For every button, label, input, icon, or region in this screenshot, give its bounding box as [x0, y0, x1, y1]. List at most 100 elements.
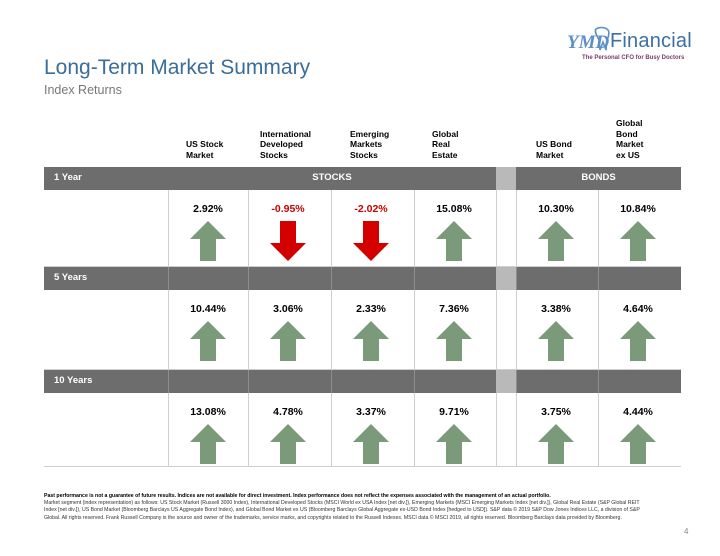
return-cell: 7.36% [414, 303, 494, 375]
stocks-section-label: STOCKS [312, 172, 352, 183]
logo-tagline: The Personal CFO for Busy Doctors [582, 55, 685, 61]
period-bar: 5 Years [44, 267, 681, 290]
disclaimer-footnote: Past performance is not a guarantee of f… [44, 493, 644, 522]
bar-divider [598, 267, 599, 290]
bar-divider [414, 267, 415, 290]
page-title: Long-Term Market Summary [44, 56, 311, 79]
return-cell: 2.92% [168, 203, 248, 275]
logo-mark-text: YMD [567, 32, 610, 53]
return-cell: 4.64% [598, 303, 678, 375]
bar-divider [168, 267, 169, 290]
up-arrow-icon [538, 321, 574, 361]
return-cell: 10.30% [516, 203, 596, 275]
return-cell: 3.37% [331, 406, 411, 478]
return-cell: 10.44% [168, 303, 248, 375]
up-arrow-icon [270, 321, 306, 361]
up-arrow-icon [270, 424, 306, 464]
return-cell: 3.06% [248, 303, 328, 375]
column-divider [516, 190, 517, 466]
column-divider [598, 190, 599, 466]
bar-divider [516, 370, 517, 393]
return-value: 10.30% [538, 203, 574, 215]
section-gap [496, 267, 516, 290]
bar-divider [414, 370, 415, 393]
section-gap [496, 167, 516, 190]
return-value: 9.71% [439, 406, 469, 418]
return-cell: 2.33% [331, 303, 411, 375]
up-arrow-icon [620, 424, 656, 464]
column-header: Global Real Estate [432, 128, 459, 160]
down-arrow-icon [270, 221, 306, 261]
disclaimer-text: Market segment (index representation) as… [44, 500, 640, 521]
bar-divider [248, 267, 249, 290]
up-arrow-icon [353, 321, 389, 361]
column-header: US Bond Market [536, 139, 572, 160]
return-value: 2.33% [356, 303, 386, 315]
bar-divider [331, 267, 332, 290]
return-cell: 15.08% [414, 203, 494, 275]
return-value: 4.78% [273, 406, 303, 418]
down-arrow-icon [353, 221, 389, 261]
column-divider [248, 190, 249, 466]
up-arrow-icon [436, 321, 472, 361]
page-number: 4 [684, 527, 689, 536]
return-value: 10.84% [620, 203, 656, 215]
bar-divider [248, 370, 249, 393]
up-arrow-icon [190, 424, 226, 464]
up-arrow-icon [620, 221, 656, 261]
return-value: 4.44% [623, 406, 653, 418]
return-value: 4.64% [623, 303, 653, 315]
return-value: 3.75% [541, 406, 571, 418]
return-value: 7.36% [439, 303, 469, 315]
bar-divider [168, 370, 169, 393]
up-arrow-icon [436, 424, 472, 464]
column-header: International Developed Stocks [260, 128, 312, 160]
return-value: 3.06% [273, 303, 303, 315]
page-subtitle: Index Returns [44, 83, 122, 97]
column-divider [414, 190, 415, 466]
period-label: 1 Year [54, 172, 82, 183]
return-cell: -2.02% [331, 203, 411, 275]
return-value: -0.95% [271, 203, 305, 215]
logo-text: Financial [610, 30, 692, 52]
row-divider [44, 266, 681, 267]
return-cell: 13.08% [168, 406, 248, 478]
period-bar: 10 Years [44, 370, 681, 393]
column-header: US Stock Market [186, 139, 224, 160]
return-cell: -0.95% [248, 203, 328, 275]
column-header: Emerging Markets Stocks [350, 128, 390, 160]
bar-divider [331, 370, 332, 393]
up-arrow-icon [538, 221, 574, 261]
return-cell: 10.84% [598, 203, 678, 275]
return-value: 13.08% [190, 406, 226, 418]
period-label: 10 Years [54, 375, 93, 386]
up-arrow-icon [538, 424, 574, 464]
row-divider [44, 466, 681, 467]
bonds-section-label: BONDS [581, 172, 616, 183]
return-value: 10.44% [190, 303, 226, 315]
return-value: 3.37% [356, 406, 386, 418]
tooth-logo-icon: YMD [567, 26, 610, 53]
disclaimer-bold: Past performance is not a guarantee of f… [44, 493, 551, 499]
section-gap [496, 370, 516, 393]
bar-divider [516, 267, 517, 290]
return-cell: 4.78% [248, 406, 328, 478]
row-divider [44, 369, 681, 370]
up-arrow-icon [436, 221, 472, 261]
return-value: 2.92% [193, 203, 223, 215]
return-cell: 3.38% [516, 303, 596, 375]
up-arrow-icon [190, 221, 226, 261]
column-divider [168, 190, 169, 466]
return-value: 3.38% [541, 303, 571, 315]
bar-divider [598, 370, 599, 393]
column-divider [331, 190, 332, 466]
return-value: 15.08% [436, 203, 472, 215]
company-logo: YMD Financial The Personal CFO for Busy … [566, 24, 692, 68]
up-arrow-icon [190, 321, 226, 361]
period-bar: 1 Year STOCKS BONDS [44, 167, 681, 190]
period-label: 5 Years [54, 272, 88, 283]
column-divider [496, 190, 497, 466]
up-arrow-icon [620, 321, 656, 361]
return-cell: 9.71% [414, 406, 494, 478]
return-value: -2.02% [354, 203, 388, 215]
